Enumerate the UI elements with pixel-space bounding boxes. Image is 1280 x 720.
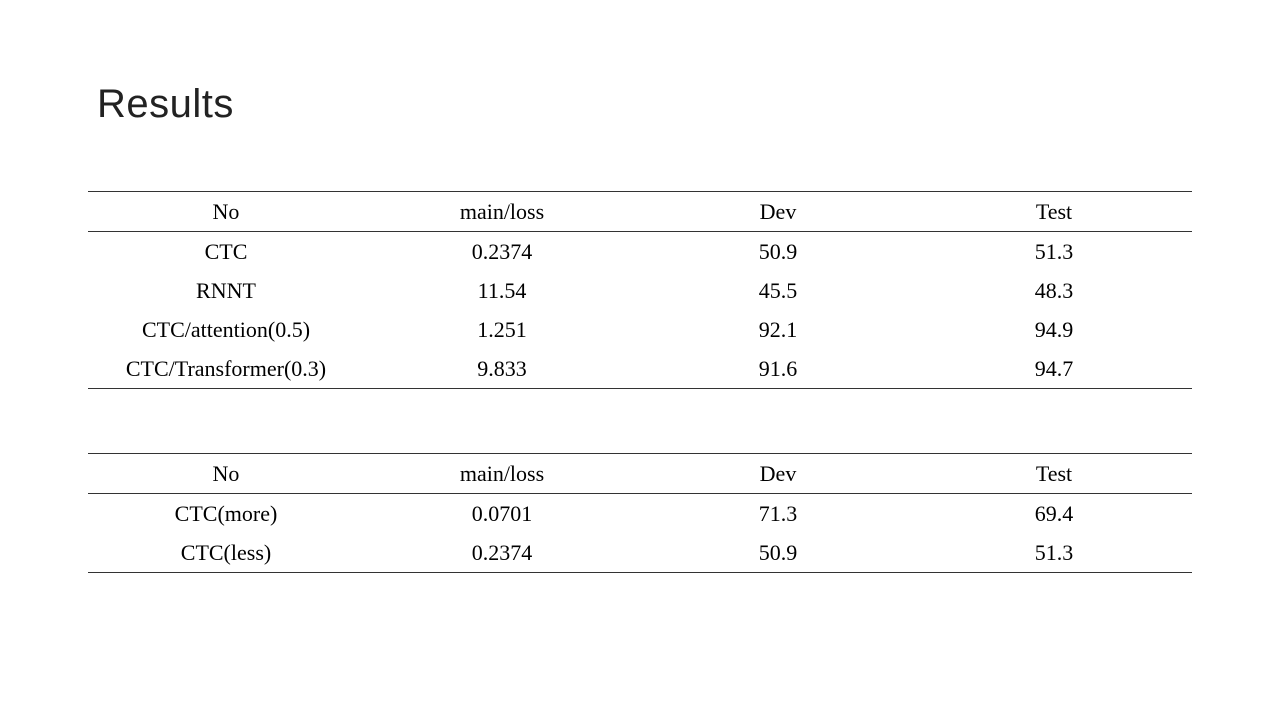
header-cell: No	[212, 198, 240, 224]
table-cell: RNNT	[196, 277, 256, 303]
table-cell: 91.6	[758, 355, 798, 381]
table-cell: 0.0701	[471, 500, 533, 526]
results-table: No main/loss Dev Test CTC 0.2374 50.9 51.3 RNNT 1…	[88, 191, 1192, 389]
table-cell: 1.251	[477, 316, 527, 342]
slide-title: Results	[97, 82, 234, 126]
table-cell: 92.1	[758, 316, 798, 342]
table-cell: CTC/attention(0.5)	[141, 316, 311, 342]
table-cell: 50.9	[758, 238, 798, 264]
table-head: No main/loss Dev Test	[88, 453, 1192, 494]
table-row: CTC/attention(0.5) 1.251 92.1 94.9	[88, 310, 1192, 349]
table-cell: CTC(more)	[174, 500, 278, 526]
table-cell: 48.3	[1034, 277, 1074, 303]
table-cell: 71.3	[758, 500, 798, 526]
header-row: No main/loss Dev Test	[88, 191, 1192, 232]
header-cell: Dev	[759, 198, 797, 224]
table-row: CTC(more) 0.0701 71.3 69.4	[88, 494, 1192, 534]
table-row: RNNT 11.54 45.5 48.3	[88, 271, 1192, 310]
header-cell: Test	[1035, 198, 1073, 224]
table-cell: 51.3	[1034, 238, 1074, 264]
header-cell: Dev	[759, 460, 797, 486]
header-cell: No	[212, 460, 240, 486]
table-cell: 45.5	[758, 277, 798, 303]
header-cell: main/loss	[459, 460, 545, 486]
header-cell: main/loss	[459, 198, 545, 224]
header-row: No main/loss Dev Test	[88, 453, 1192, 494]
table-row: CTC/Transformer(0.3) 9.833 91.6 94.7	[88, 349, 1192, 389]
table-cell: 50.9	[758, 539, 798, 565]
table-cell: 0.2374	[471, 238, 533, 264]
table-cell: 94.9	[1034, 316, 1074, 342]
table-cell: CTC	[204, 238, 248, 264]
header-cell: Test	[1035, 460, 1073, 486]
table-cell: 0.2374	[471, 539, 533, 565]
results-table: No main/loss Dev Test CTC(more) 0.0701 71.3 69.…	[88, 453, 1192, 573]
table-cell: 94.7	[1034, 355, 1074, 381]
table-row: CTC(less) 0.2374 50.9 51.3	[88, 533, 1192, 573]
table-body: CTC 0.2374 50.9 51.3 RNNT 11.54 45.5 48.3 CTC/at…	[88, 232, 1192, 389]
table-cell: 9.833	[477, 355, 527, 381]
table-cell: 69.4	[1034, 500, 1074, 526]
table-cell: 51.3	[1034, 539, 1074, 565]
table-cell: CTC(less)	[180, 539, 272, 565]
table-row: CTC 0.2374 50.9 51.3	[88, 232, 1192, 272]
table-body: CTC(more) 0.0701 71.3 69.4 CTC(less) 0.2374 50…	[88, 494, 1192, 573]
table-head: No main/loss Dev Test	[88, 191, 1192, 232]
table-cell: CTC/Transformer(0.3)	[125, 355, 327, 381]
table-cell: 11.54	[477, 277, 527, 303]
